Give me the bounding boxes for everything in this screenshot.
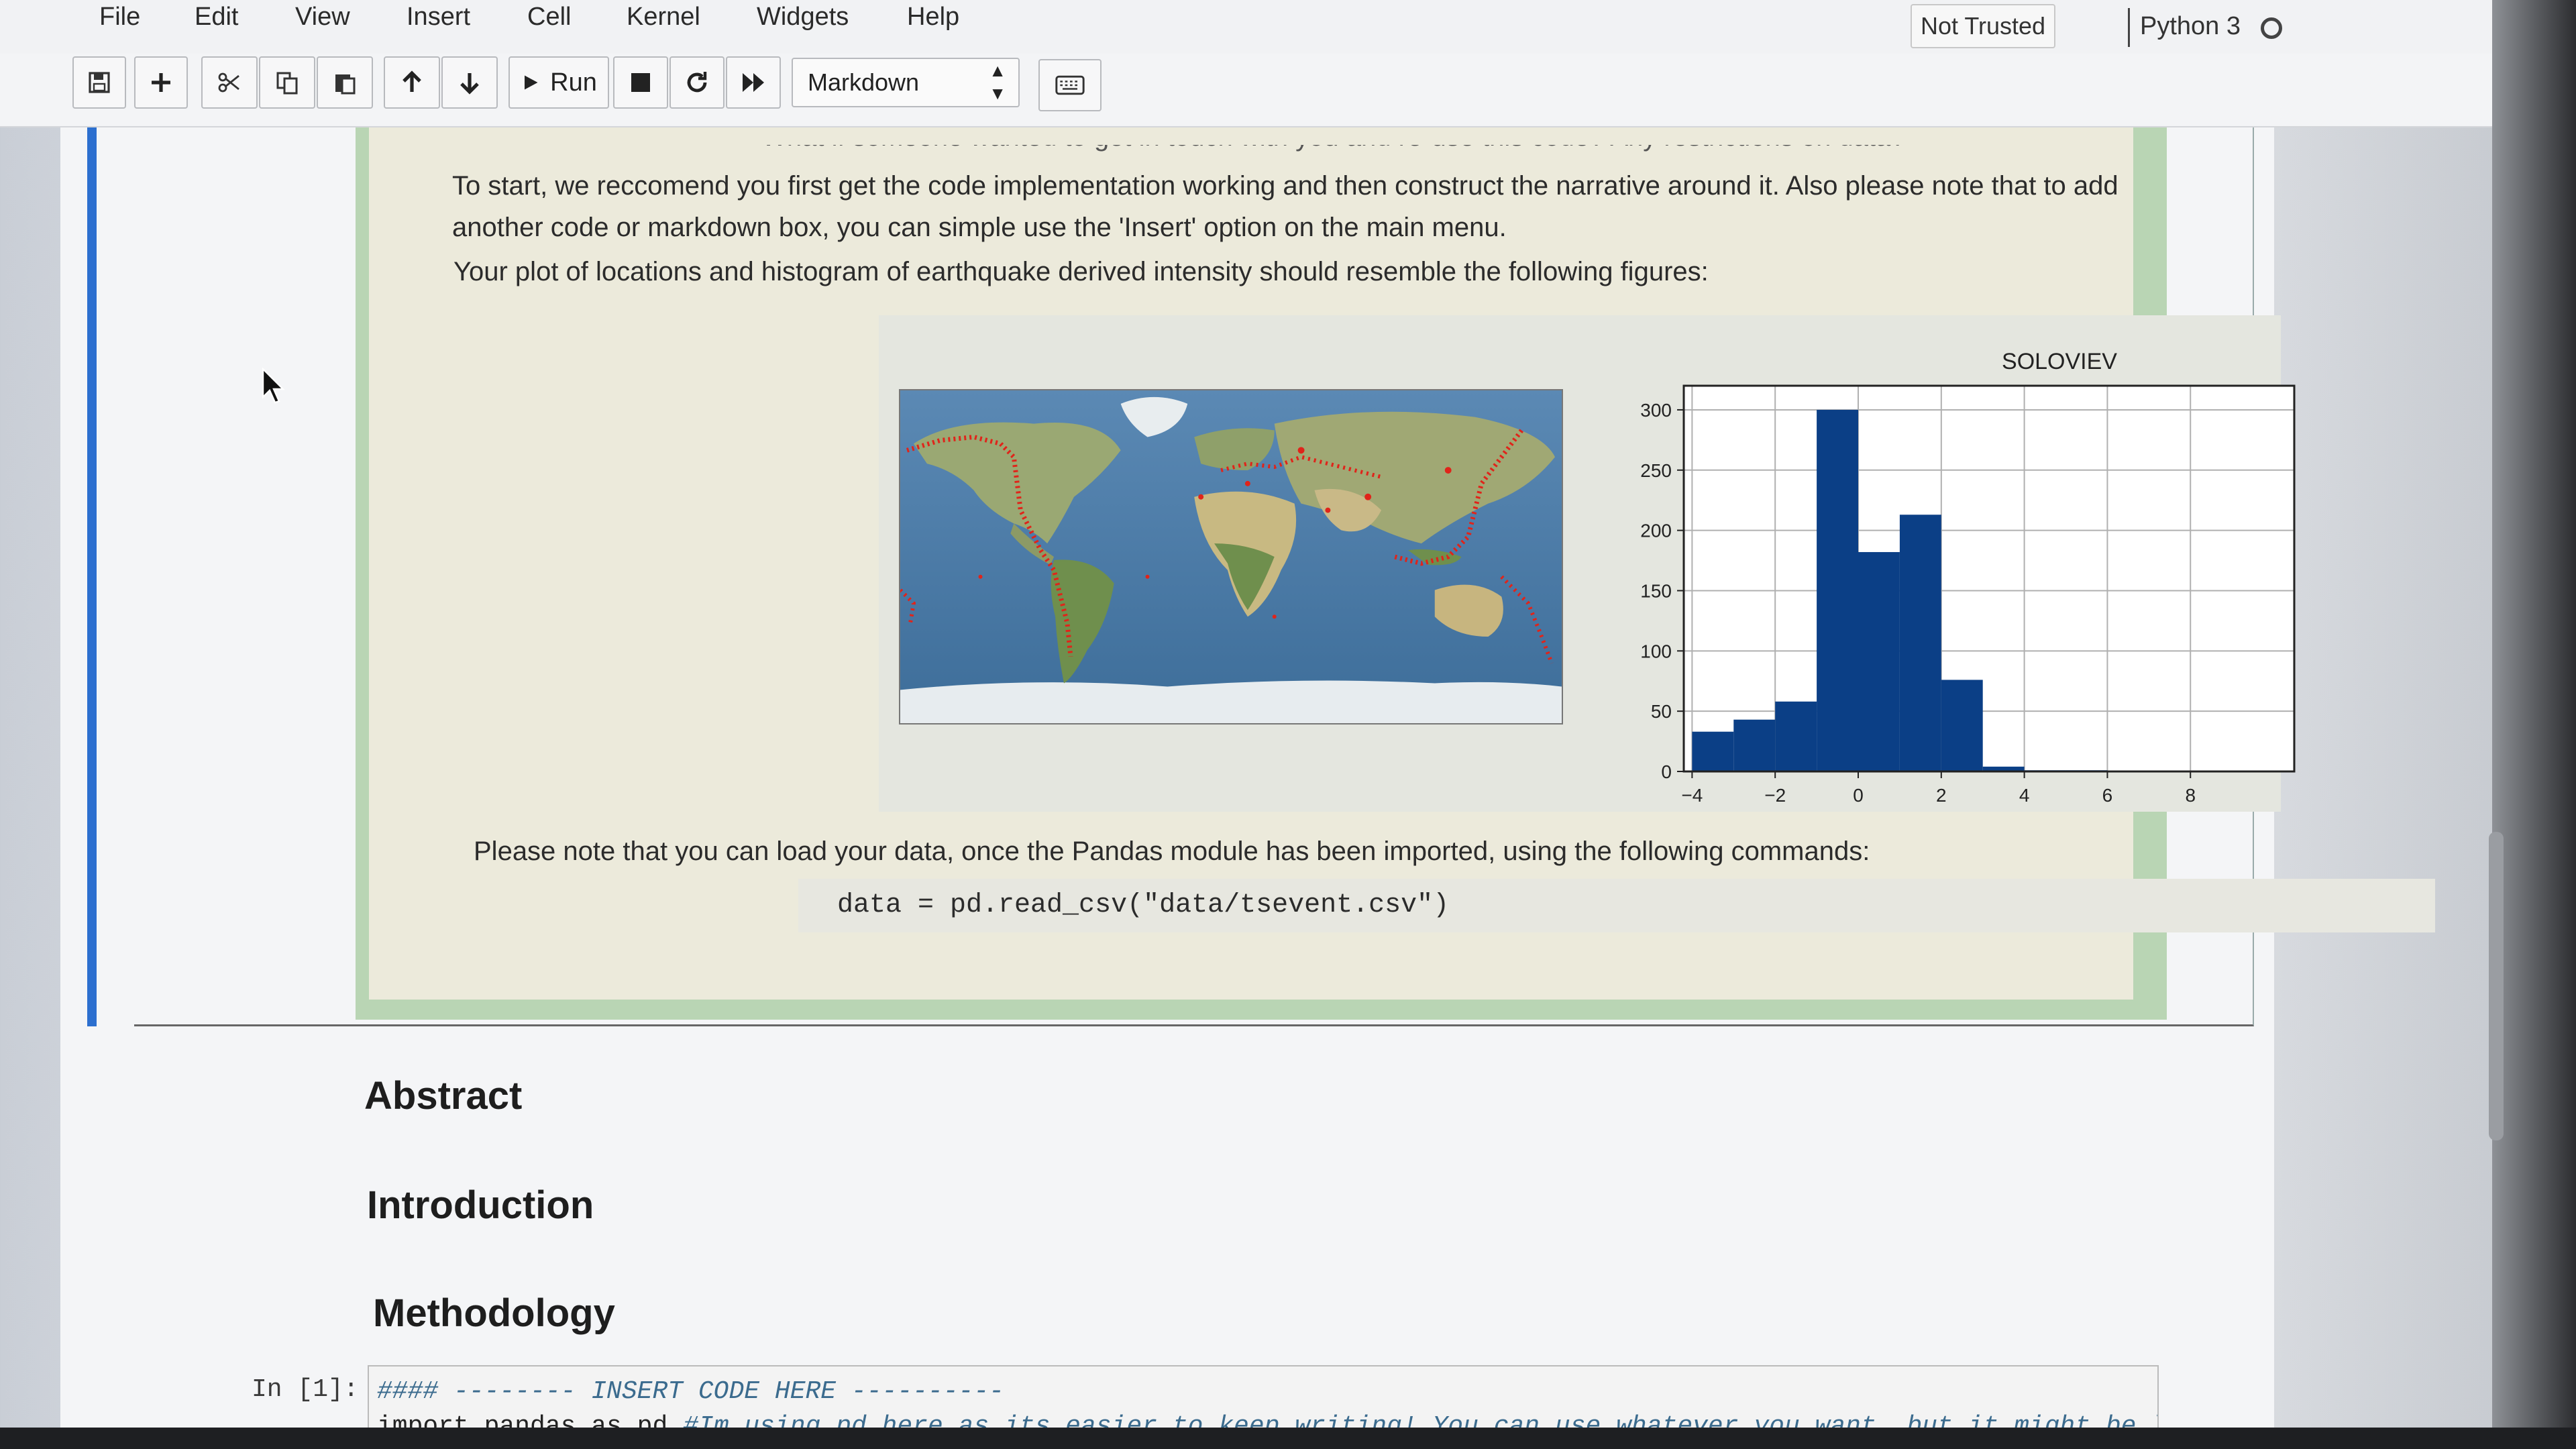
plot-frame — [1682, 384, 2296, 773]
paragraph-line-1: To start, we reccomend you first get the… — [452, 171, 2118, 201]
histogram-plot-area: −4 −2 0 2 4 6 8 0 50 100 150 200 250 300 — [1640, 384, 2296, 806]
x-tick-label: 6 — [2102, 785, 2113, 806]
not-trusted-badge[interactable]: Not Trusted — [1911, 4, 2055, 48]
save-icon — [89, 72, 110, 93]
histogram-bar — [1692, 731, 1734, 771]
paste-button[interactable] — [317, 56, 373, 109]
cut-icon — [218, 72, 239, 93]
x-tick-label: 2 — [1936, 785, 1947, 806]
menu-insert[interactable]: Insert — [407, 3, 471, 31]
markdown-cell-body: • What if someone wanted to get in touch… — [369, 127, 2435, 1000]
heading-introduction[interactable]: Introduction — [367, 1183, 594, 1227]
x-tick-label: 0 — [1853, 785, 1864, 806]
cell-input-prompt: In [1]: — [252, 1375, 359, 1404]
toolbar: Run Markdown ▲ ▼ — [0, 54, 2576, 127]
y-tick-label: 250 — [1640, 460, 1672, 481]
screen-bezel-right — [2492, 0, 2576, 1449]
cell-type-value: Markdown — [808, 68, 920, 96]
save-button[interactable] — [72, 56, 126, 109]
move-down-button[interactable] — [441, 56, 498, 109]
insert-cell-button[interactable] — [134, 56, 188, 109]
copy-icon — [276, 72, 298, 95]
menu-kernel[interactable]: Kernel — [627, 3, 700, 31]
x-tick-label: 8 — [2185, 785, 2196, 806]
x-tick-label: −4 — [1681, 785, 1703, 806]
stop-icon — [631, 73, 650, 92]
run-button[interactable]: Run — [508, 56, 609, 109]
kernel-name[interactable]: Python 3 — [2140, 12, 2241, 40]
histogram-bar — [1982, 766, 2025, 771]
heading-abstract[interactable]: Abstract — [364, 1074, 523, 1118]
y-tick-label: 50 — [1651, 701, 1672, 722]
select-arrows-icon: ▲ ▼ — [989, 60, 1006, 103]
menu-bar: File Edit View Insert Cell Kernel Widget… — [0, 0, 2576, 54]
notebook-container: • What if someone wanted to get in touch… — [60, 127, 2435, 1449]
code-line-1: #### -------- INSERT CODE HERE ---------… — [377, 1377, 1004, 1406]
x-tick-label: −2 — [1764, 785, 1786, 806]
kernel-separator — [2128, 8, 2130, 47]
command-palette-button[interactable] — [1038, 59, 1102, 111]
histogram-bar — [1941, 680, 1983, 771]
menu-file[interactable]: File — [99, 3, 141, 31]
vertical-scrollbar[interactable] — [2489, 832, 2504, 1140]
y-tick-label: 0 — [1661, 761, 1672, 782]
histogram-bar — [1775, 701, 1817, 771]
y-tick-label: 300 — [1640, 400, 1672, 421]
kernel-status-icon — [2261, 17, 2282, 39]
x-tick-label: 4 — [2019, 785, 2030, 806]
inline-code-block: data = pd.read_csv("data/tsevent.csv") — [798, 879, 2435, 932]
menu-view[interactable]: View — [295, 3, 350, 31]
earthquake-location-map — [899, 389, 1563, 724]
keyboard-icon — [1055, 75, 1085, 95]
histogram-bar — [1817, 409, 1858, 771]
menu-help[interactable]: Help — [907, 3, 960, 31]
menu-edit[interactable]: Edit — [195, 3, 239, 31]
heading-methodology[interactable]: Methodology — [373, 1291, 615, 1335]
move-up-button[interactable] — [384, 56, 440, 109]
histogram-bar — [1899, 515, 1941, 771]
partial-bullet-line: • What if someone wanted to get in touch… — [745, 122, 1906, 152]
fast-forward-icon — [743, 73, 764, 92]
arrow-down-icon — [460, 73, 479, 95]
restart-button[interactable] — [669, 56, 724, 109]
paste-icon — [335, 74, 356, 95]
screen-bezel-bottom — [0, 1428, 2576, 1449]
chart-title: SOLOVIEV — [2002, 349, 2117, 374]
y-tick-label: 200 — [1640, 521, 1672, 541]
mouse-cursor-icon — [262, 368, 285, 404]
y-tick-label: 150 — [1640, 580, 1672, 601]
cell-type-select[interactable]: Markdown ▲ ▼ — [792, 58, 1020, 107]
interrupt-button[interactable] — [613, 56, 668, 109]
paragraph-line-2: another code or markdown box, you can si… — [452, 213, 1507, 242]
plus-icon — [152, 73, 170, 92]
restart-run-all-button[interactable] — [726, 56, 781, 109]
run-label: Run — [550, 68, 597, 97]
copy-button[interactable] — [259, 56, 315, 109]
histogram-bar — [1733, 719, 1776, 771]
intensity-histogram: SOLOVIEV −4 −2 0 2 4 6 8 0 50 100 150 200 250 300 — [1640, 349, 2296, 806]
paragraph-figures: Your plot of locations and histogram of … — [453, 257, 1709, 286]
cell-selection-bar — [87, 127, 97, 1026]
play-icon — [525, 75, 538, 90]
restart-icon — [687, 72, 707, 93]
y-tick-label: 100 — [1640, 641, 1672, 661]
menu-cell[interactable]: Cell — [527, 3, 572, 31]
cut-button[interactable] — [201, 56, 258, 109]
arrow-up-icon — [402, 70, 421, 92]
histogram-bar — [1858, 551, 1900, 771]
paragraph-load-data: Please note that you can load your data,… — [474, 837, 1870, 866]
menu-widgets[interactable]: Widgets — [757, 3, 849, 31]
